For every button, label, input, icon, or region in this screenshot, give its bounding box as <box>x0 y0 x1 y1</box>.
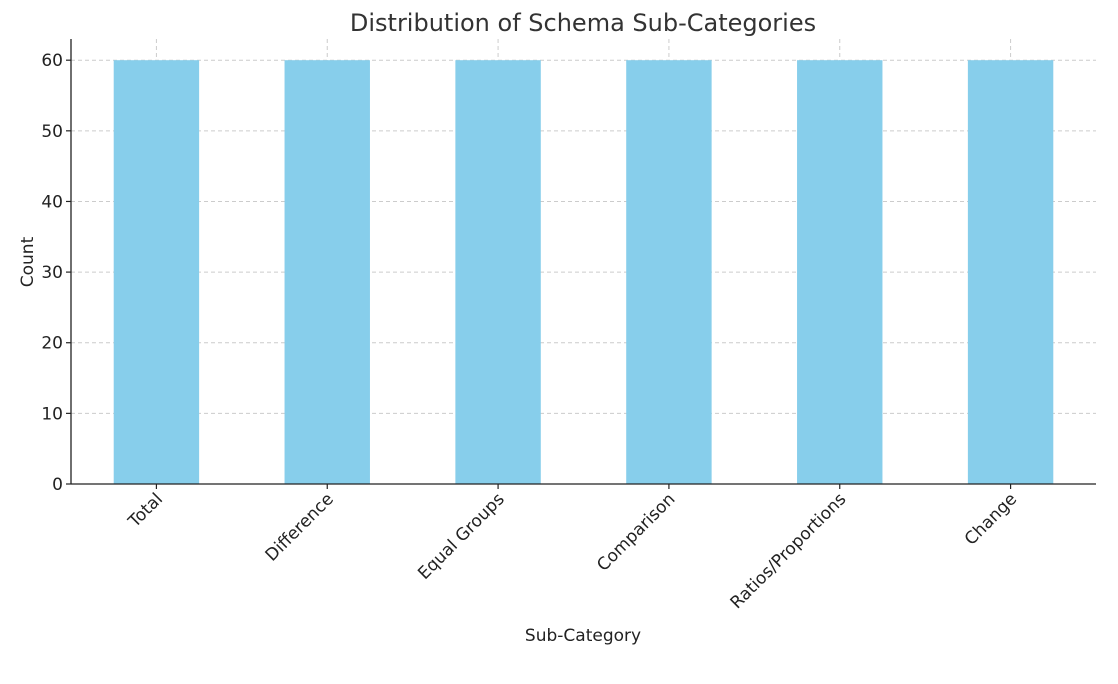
y-axis-label: Count <box>18 236 38 287</box>
x-tick-label: Comparison <box>593 489 679 575</box>
bar <box>797 60 883 484</box>
y-tick-label: 20 <box>41 334 63 354</box>
y-tick-label: 60 <box>41 51 63 71</box>
x-axis-label: Sub-Category <box>525 626 641 646</box>
y-tick-label: 0 <box>52 475 63 495</box>
x-tick-label: Difference <box>262 489 338 565</box>
bar <box>113 60 200 484</box>
x-tick-label: Ratios/Proportions <box>727 489 851 613</box>
y-tick-label: 10 <box>41 404 63 424</box>
y-tick-label: 50 <box>41 122 63 142</box>
y-tick-label: 40 <box>41 192 63 212</box>
x-axis-ticks: Total Difference Equal Groups Comparison Rat… <box>124 484 1021 613</box>
axes <box>70 39 1096 485</box>
bar <box>967 60 1054 484</box>
y-tick-label: 30 <box>41 263 63 283</box>
grid <box>71 39 1096 485</box>
bar <box>626 60 712 484</box>
x-tick-label: Equal Groups <box>414 489 508 583</box>
x-tick-label: Total <box>124 489 167 532</box>
bar <box>455 60 541 484</box>
y-axis-ticks: 0 10 20 30 40 50 60 <box>41 51 71 495</box>
bar <box>284 60 370 484</box>
chart-title: Distribution of Schema Sub-Categories <box>350 9 816 37</box>
x-tick-label: Change <box>961 489 1021 549</box>
bars <box>113 60 1054 484</box>
